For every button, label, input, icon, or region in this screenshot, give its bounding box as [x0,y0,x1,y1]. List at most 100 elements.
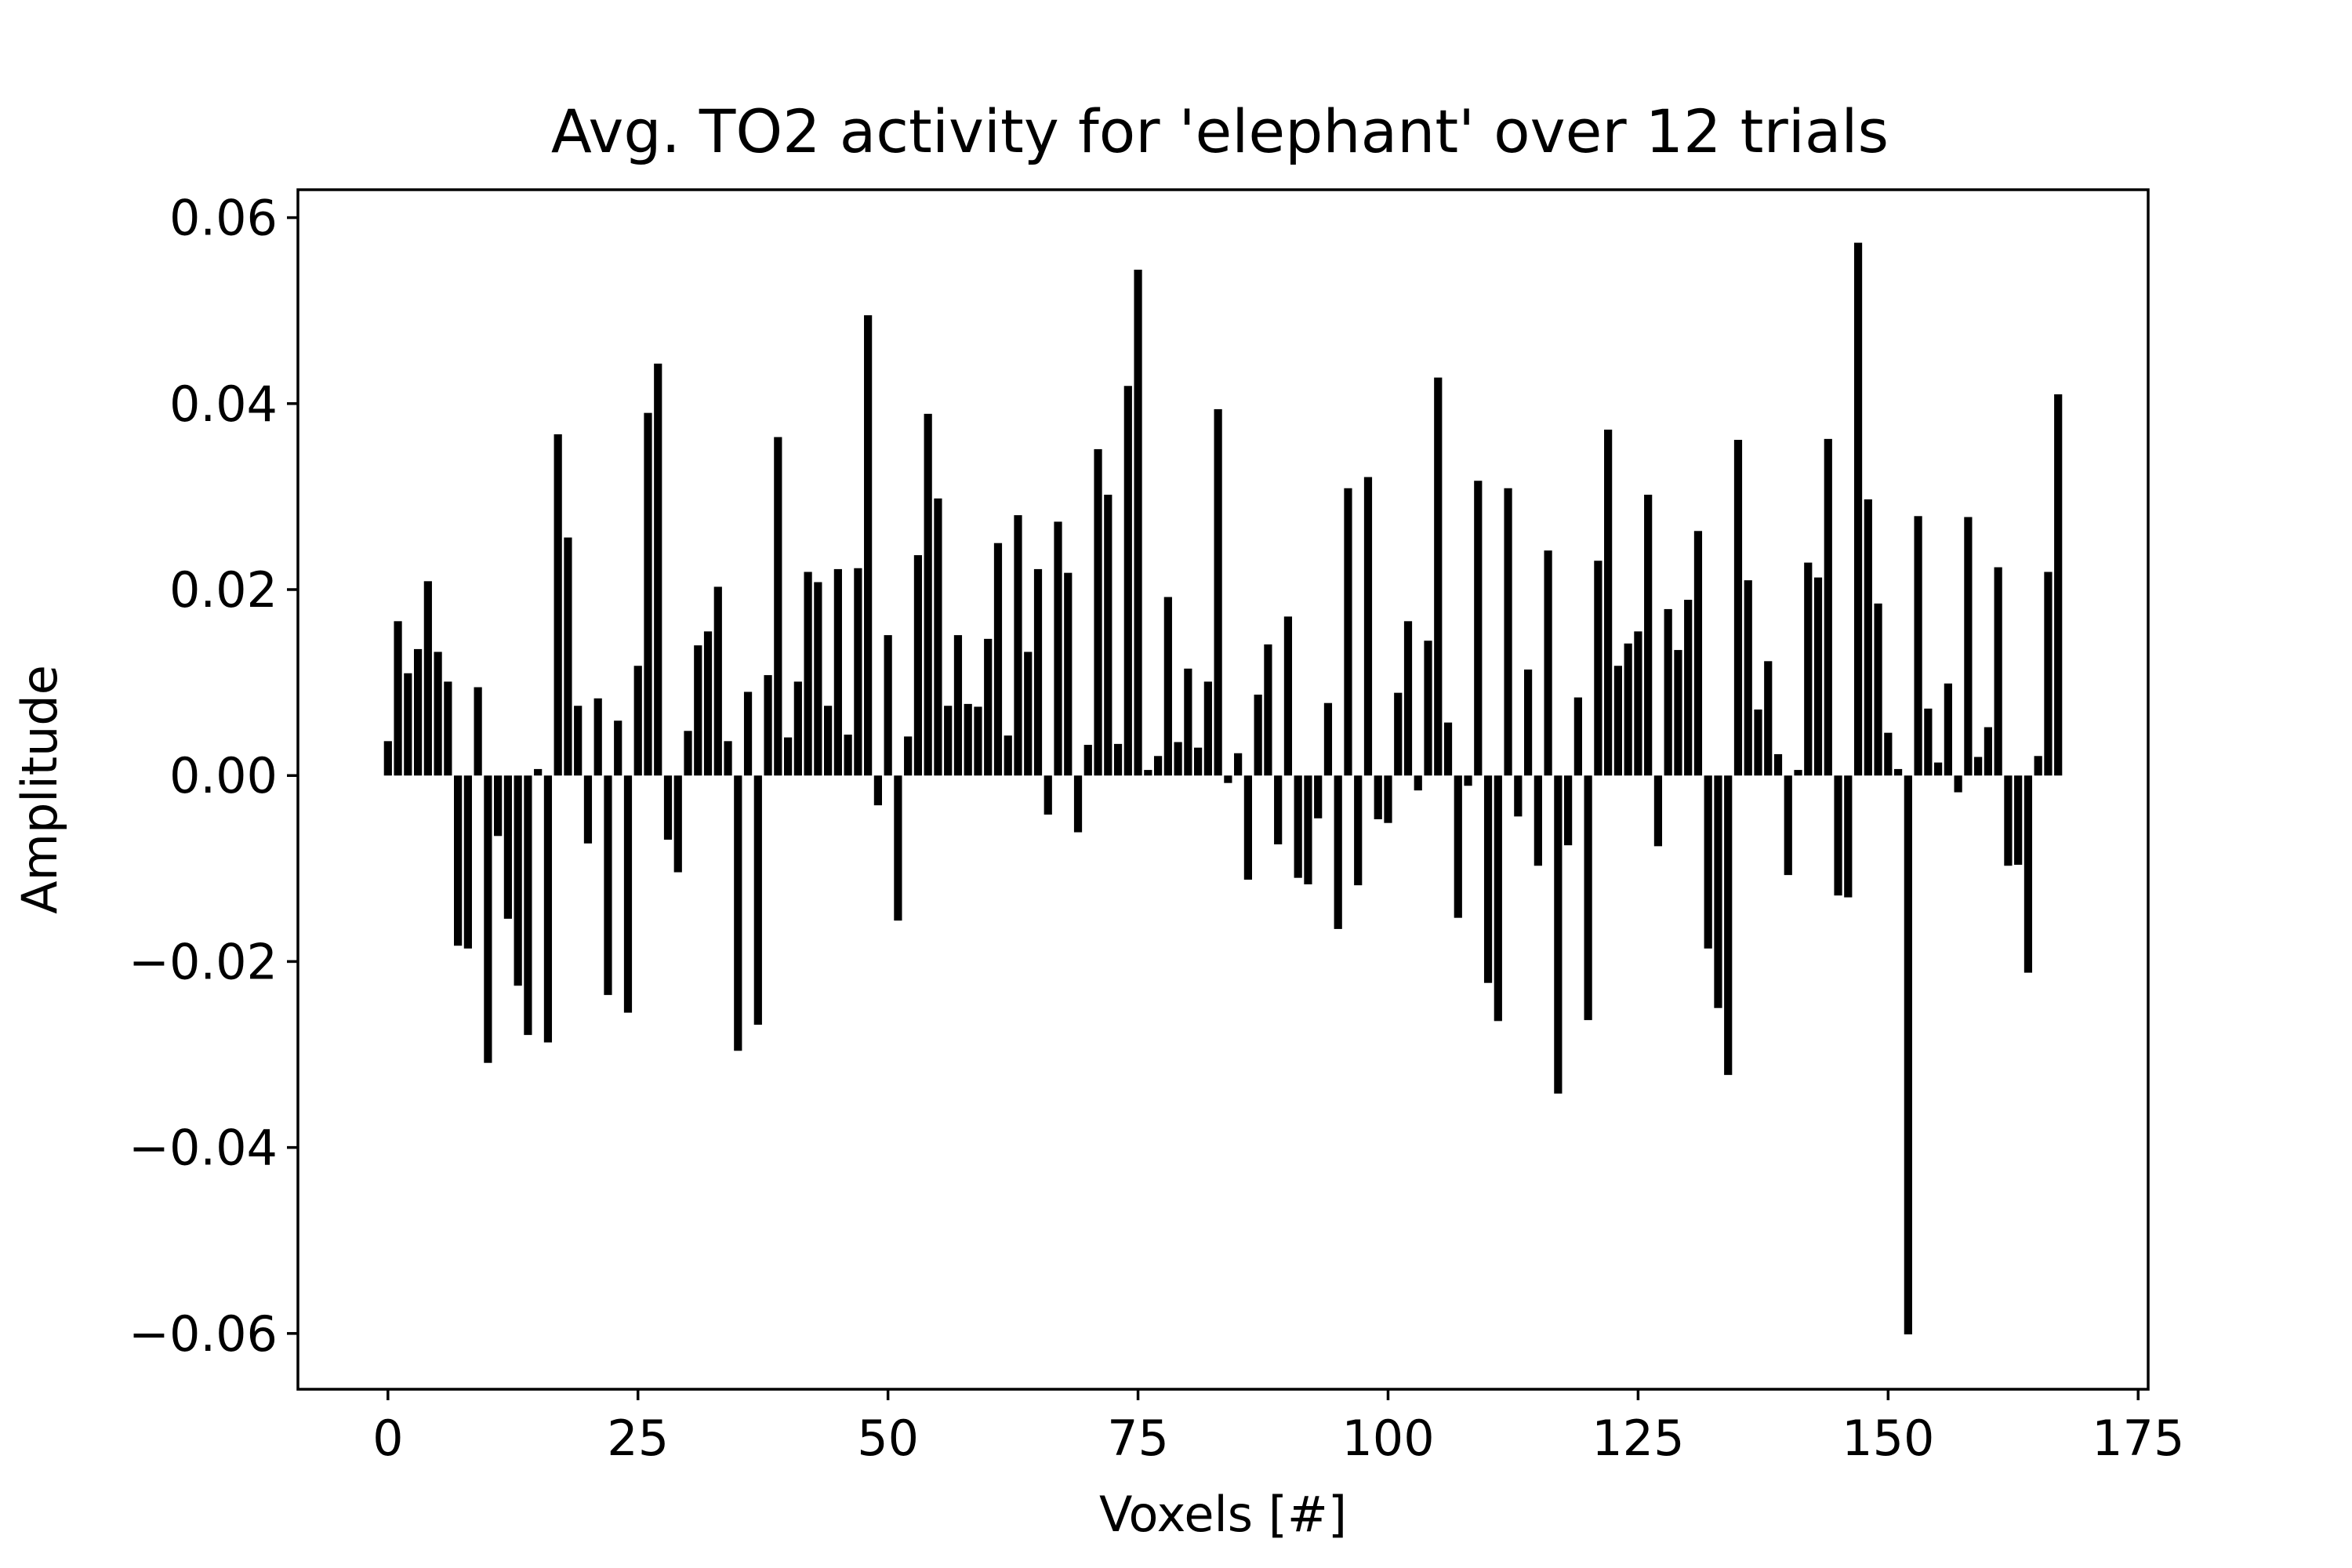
bar [1254,695,1262,776]
y-tick-label: −0.06 [129,1305,278,1363]
bar [1314,775,1323,818]
bar [1874,603,1882,776]
bar [944,706,953,776]
bar [1474,481,1483,776]
bar [1153,756,1163,776]
bar [1323,702,1333,776]
bar [1283,616,1293,776]
bar [1334,775,1342,929]
bar [1773,753,1783,776]
bar [1234,753,1243,776]
bar [684,731,692,776]
bar [1083,745,1092,776]
bar [514,775,522,986]
bar [694,645,702,776]
bar [1884,732,1893,776]
bar [1024,652,1033,776]
bar [1384,775,1392,823]
y-tick-label: 0.00 [169,747,278,804]
bar [444,681,452,776]
bar [1994,567,2002,776]
bar [793,681,802,776]
bar [924,413,932,776]
bar [1123,386,1132,776]
bar [734,775,742,1051]
bar [1674,650,1682,776]
bar [1573,697,1582,776]
plot-area-frame [296,188,2150,1391]
x-tick-label: 175 [2092,1410,2184,1467]
bar [673,775,682,873]
x-axis-ticks: 0 25 50 75 100 125 150 175 [372,1389,2184,1467]
bar [864,315,873,776]
bar [804,572,812,776]
bar [1033,568,1043,776]
bar [844,735,852,776]
bar [1864,499,1872,776]
bar [934,498,942,776]
bar [1414,775,1422,791]
bar [1434,377,1443,776]
bar [1534,775,1542,866]
x-tick-label: 50 [857,1410,919,1467]
bar [2014,775,2023,866]
bar [1824,438,1832,776]
bar [1454,775,1462,918]
bar [1274,775,1283,844]
bar [543,775,553,1043]
y-tick-label: 0.02 [169,561,278,619]
bar [753,775,762,1025]
bar [633,666,642,776]
bar [494,775,503,837]
bar [574,706,583,776]
bar [884,635,892,776]
bar [1613,666,1622,776]
bar [1163,597,1172,776]
bar [454,775,463,946]
bar [1984,727,1992,776]
bar [394,621,402,776]
bar [1604,430,1613,776]
bar [2034,756,2042,776]
bar [1464,775,1472,786]
bar [984,638,993,776]
bar [1644,495,1653,776]
bar [503,775,512,919]
bar [904,736,913,776]
bar [1514,775,1523,817]
bar [1184,668,1192,776]
bar [604,775,612,996]
bar [1014,515,1022,776]
bar [534,768,543,776]
bar [1974,757,1983,776]
y-axis-ticks: 0.06 0.04 0.02 0.00 −0.02 −0.04 −0.06 [129,190,298,1363]
bar [1443,722,1453,776]
bar [1834,775,1842,896]
bar [1784,775,1792,876]
bar [993,543,1003,776]
bar [2024,775,2033,973]
bar [2004,775,2013,866]
bar [1044,775,1052,815]
bar [1174,742,1182,776]
bar [1214,408,1222,776]
bar [1064,572,1073,776]
bar [1634,631,1642,776]
bar [1733,440,1743,776]
y-tick-label: 0.06 [169,190,278,247]
bar [1714,775,1722,1008]
bar [1483,775,1493,983]
bar [824,706,833,776]
bar [1363,477,1373,776]
bar [854,568,862,776]
bar [404,673,412,776]
y-tick-label: 0.04 [169,376,278,433]
bar [783,737,793,776]
bar [724,741,732,776]
bar [1294,775,1302,878]
bar [1904,775,1912,1335]
bar [1523,670,1533,776]
bar [1494,775,1502,1022]
bar [1954,775,1962,793]
y-tick-label: −0.02 [129,933,278,990]
